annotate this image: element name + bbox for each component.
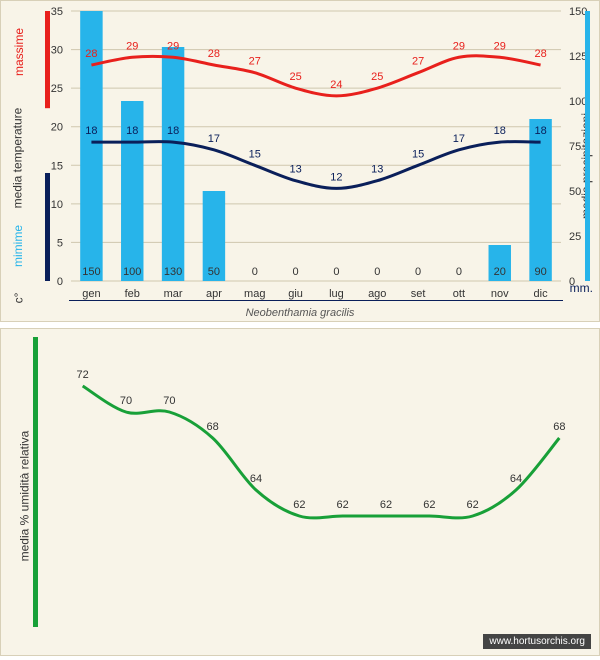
svg-text:29: 29 [126, 40, 138, 52]
svg-text:18: 18 [494, 125, 506, 137]
svg-text:29: 29 [167, 40, 179, 52]
svg-text:0: 0 [415, 266, 421, 278]
svg-text:25: 25 [569, 231, 581, 243]
svg-text:13: 13 [371, 164, 383, 176]
svg-text:68: 68 [553, 421, 565, 433]
svg-text:27: 27 [249, 56, 261, 68]
svg-text:nov: nov [491, 288, 509, 300]
svg-text:feb: feb [125, 288, 140, 300]
svg-text:25: 25 [51, 83, 63, 95]
svg-text:15: 15 [51, 160, 63, 172]
svg-text:29: 29 [453, 40, 465, 52]
svg-text:28: 28 [85, 48, 97, 60]
svg-text:set: set [411, 288, 426, 300]
svg-text:0: 0 [569, 276, 575, 288]
svg-text:27: 27 [412, 56, 424, 68]
svg-text:100: 100 [123, 266, 141, 278]
svg-text:0: 0 [333, 266, 339, 278]
svg-text:0: 0 [293, 266, 299, 278]
species-caption: Neobenthamia gracilis [1, 303, 599, 319]
svg-text:mag: mag [244, 288, 265, 300]
svg-text:62: 62 [337, 499, 349, 511]
svg-text:35: 35 [51, 6, 63, 18]
svg-text:25: 25 [371, 71, 383, 83]
svg-text:62: 62 [293, 499, 305, 511]
svg-text:50: 50 [569, 186, 581, 198]
climate-chart-panel: massime media temperature mimime c° medi… [0, 0, 600, 322]
svg-text:25: 25 [289, 71, 301, 83]
svg-text:apr: apr [206, 288, 222, 300]
svg-text:18: 18 [167, 125, 179, 137]
svg-text:62: 62 [467, 499, 479, 511]
svg-text:15: 15 [412, 148, 424, 160]
svg-text:125: 125 [569, 51, 587, 63]
svg-text:68: 68 [207, 421, 219, 433]
bottom-chart-svg: 72 70 70 68 64 62 62 62 62 62 64 68 [1, 329, 600, 649]
svg-text:18: 18 [126, 125, 138, 137]
svg-text:70: 70 [163, 395, 175, 407]
svg-text:18: 18 [534, 125, 546, 137]
svg-text:30: 30 [51, 45, 63, 57]
svg-text:90: 90 [534, 266, 546, 278]
svg-text:50: 50 [208, 266, 220, 278]
svg-text:64: 64 [510, 473, 522, 485]
svg-text:29: 29 [494, 40, 506, 52]
svg-text:17: 17 [453, 133, 465, 145]
top-chart-svg: 0510152025303502550751001251502829292827… [1, 1, 600, 301]
svg-text:20: 20 [51, 122, 63, 134]
svg-text:ott: ott [453, 288, 465, 300]
svg-text:24: 24 [330, 79, 342, 91]
svg-text:130: 130 [164, 266, 182, 278]
humidity-chart-panel: media % umidità relativa 727070686462626… [0, 328, 600, 656]
svg-text:70: 70 [120, 395, 132, 407]
svg-text:72: 72 [77, 369, 89, 381]
svg-text:mar: mar [164, 288, 183, 300]
svg-text:100: 100 [569, 96, 587, 108]
svg-text:15: 15 [249, 148, 261, 160]
svg-text:75: 75 [569, 141, 581, 153]
svg-text:28: 28 [534, 48, 546, 60]
svg-text:20: 20 [494, 266, 506, 278]
svg-text:0: 0 [57, 276, 63, 288]
svg-text:gen: gen [82, 288, 100, 300]
svg-text:64: 64 [250, 473, 262, 485]
svg-text:0: 0 [252, 266, 258, 278]
svg-text:62: 62 [380, 499, 392, 511]
svg-text:17: 17 [208, 133, 220, 145]
svg-text:12: 12 [330, 171, 342, 183]
svg-text:28: 28 [208, 48, 220, 60]
svg-text:5: 5 [57, 237, 63, 249]
svg-text:18: 18 [85, 125, 97, 137]
svg-text:150: 150 [82, 266, 100, 278]
svg-text:10: 10 [51, 199, 63, 211]
svg-text:62: 62 [423, 499, 435, 511]
svg-text:ago: ago [368, 288, 386, 300]
credit-badge: www.hortusorchis.org [483, 634, 591, 649]
svg-text:150: 150 [569, 6, 587, 18]
svg-text:giu: giu [288, 288, 303, 300]
svg-text:dic: dic [534, 288, 549, 300]
svg-text:lug: lug [329, 288, 344, 300]
svg-text:0: 0 [456, 266, 462, 278]
svg-text:0: 0 [374, 266, 380, 278]
svg-text:13: 13 [289, 164, 301, 176]
